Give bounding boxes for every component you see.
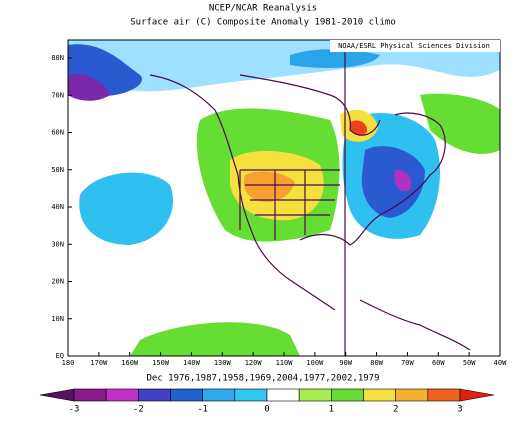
- lon-label: 40W: [494, 359, 507, 367]
- lon-label: 110W: [276, 359, 294, 367]
- lon-label: 120W: [245, 359, 263, 367]
- anomaly-area: [68, 73, 110, 101]
- credit-box: [330, 40, 500, 52]
- colorbar-swatch: [298, 388, 332, 402]
- lat-label: 70N: [51, 91, 64, 99]
- anomaly-area: [130, 322, 300, 356]
- coastline: [359, 299, 471, 351]
- lon-label: 170W: [90, 359, 108, 367]
- colorbar-swatch: [202, 388, 236, 402]
- lat-label: 40N: [51, 203, 64, 211]
- colorbar-tick-label: 2: [393, 405, 398, 415]
- colorbar-tick-label: 3: [457, 405, 462, 415]
- colorbar-swatch: [73, 388, 107, 402]
- lon-label: 160W: [121, 359, 139, 367]
- map: NOAA/ESRL Physical Sciences Division: [67, 39, 501, 357]
- colorbar-arrow-left: [39, 388, 75, 402]
- title: NCEP/NCAR Reanalysis: [209, 4, 317, 14]
- anomaly-area: [394, 169, 412, 192]
- credit: NOAA/ESRL Physical Sciences Division: [338, 42, 490, 50]
- lon-label: 130W: [214, 359, 232, 367]
- anomaly-area: [420, 93, 500, 154]
- lat-label: EQ: [56, 352, 64, 360]
- colorbar-swatch: [170, 388, 203, 402]
- lon-label: 100W: [306, 359, 324, 367]
- lon-label: 50W: [463, 359, 476, 367]
- lon-label: 150W: [152, 359, 170, 367]
- colorbar-swatch: [105, 388, 139, 402]
- lon-label: 140W: [183, 359, 201, 367]
- anomaly-area: [79, 172, 174, 245]
- colorbar-swatch: [427, 388, 461, 402]
- colorbar: -3 -2 -1 0 1 2 3: [39, 388, 495, 415]
- lon-label: 90W: [339, 359, 352, 367]
- lat-label: 30N: [51, 240, 64, 248]
- coastline: [299, 112, 446, 246]
- anomaly-area: [243, 171, 295, 202]
- lon-label: 70W: [401, 359, 414, 367]
- colorbar-swatch: [331, 388, 364, 402]
- coastline: [149, 74, 336, 311]
- lat-label: 60N: [51, 129, 64, 137]
- colorbar-tick-label: -2: [133, 405, 144, 415]
- anomaly-area: [68, 40, 500, 92]
- colorbar-tick-label: -3: [69, 405, 80, 415]
- anomaly-area: [361, 146, 425, 218]
- subtitle: Surface air (C) Composite Anomaly 1981-2…: [130, 18, 396, 28]
- colorbar-tick-label: 1: [329, 405, 334, 415]
- coastline: [239, 74, 381, 136]
- lon-label: 80W: [370, 359, 383, 367]
- footer-years: Dec 1976,1987,1958,1969,2004,1977,2002,1…: [147, 374, 380, 384]
- anomaly-area: [350, 120, 368, 136]
- lon-label: 60W: [432, 359, 445, 367]
- anomaly-area: [290, 49, 380, 68]
- colorbar-swatch: [266, 388, 300, 402]
- lat-label: 50N: [51, 166, 64, 174]
- colorbar-swatch: [234, 388, 268, 402]
- lat-label: 80N: [51, 54, 64, 62]
- colorbar-swatch: [138, 388, 171, 402]
- colorbar-tick-label: 0: [264, 405, 269, 415]
- colorbar-arrow-right: [459, 388, 495, 402]
- lon-label: 180: [62, 359, 75, 367]
- colorbar-tick-label: -1: [197, 405, 208, 415]
- colorbar-swatch: [395, 388, 429, 402]
- colorbar-swatch: [363, 388, 396, 402]
- lat-label: 10N: [51, 315, 64, 323]
- state-borders: [239, 169, 340, 240]
- lat-label: 20N: [51, 278, 64, 286]
